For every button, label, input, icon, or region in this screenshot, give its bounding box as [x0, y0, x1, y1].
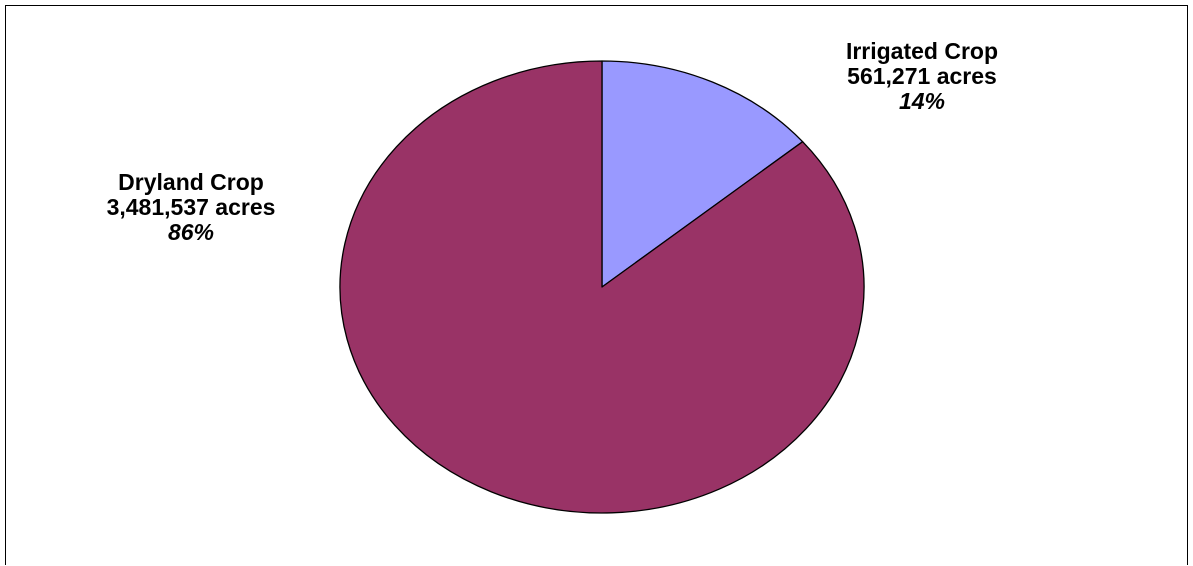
- chart-frame: Irrigated Crop 561,271 acres 14% Dryland…: [5, 5, 1188, 565]
- slice-label-dryland-crop-percent: 86%: [167, 219, 215, 245]
- slice-label-dryland-crop-value: 3,481,537 acres: [106, 194, 276, 220]
- pie-slice-irrigated-crop: [601, 60, 804, 288]
- slice-label-dryland-crop: Dryland Crop 3,481,537 acres 86%: [71, 170, 311, 245]
- slice-label-irrigated-crop-percent: 14%: [898, 88, 946, 114]
- pie-slice-dryland-crop: [339, 60, 865, 514]
- slice-label-dryland-crop-name: Dryland Crop: [118, 169, 264, 195]
- pie-chart: [339, 60, 865, 514]
- slice-label-irrigated-crop-value: 561,271 acres: [847, 63, 997, 89]
- slice-label-irrigated-crop: Irrigated Crop 561,271 acres 14%: [802, 39, 1042, 114]
- slice-label-irrigated-crop-name: Irrigated Crop: [845, 38, 999, 64]
